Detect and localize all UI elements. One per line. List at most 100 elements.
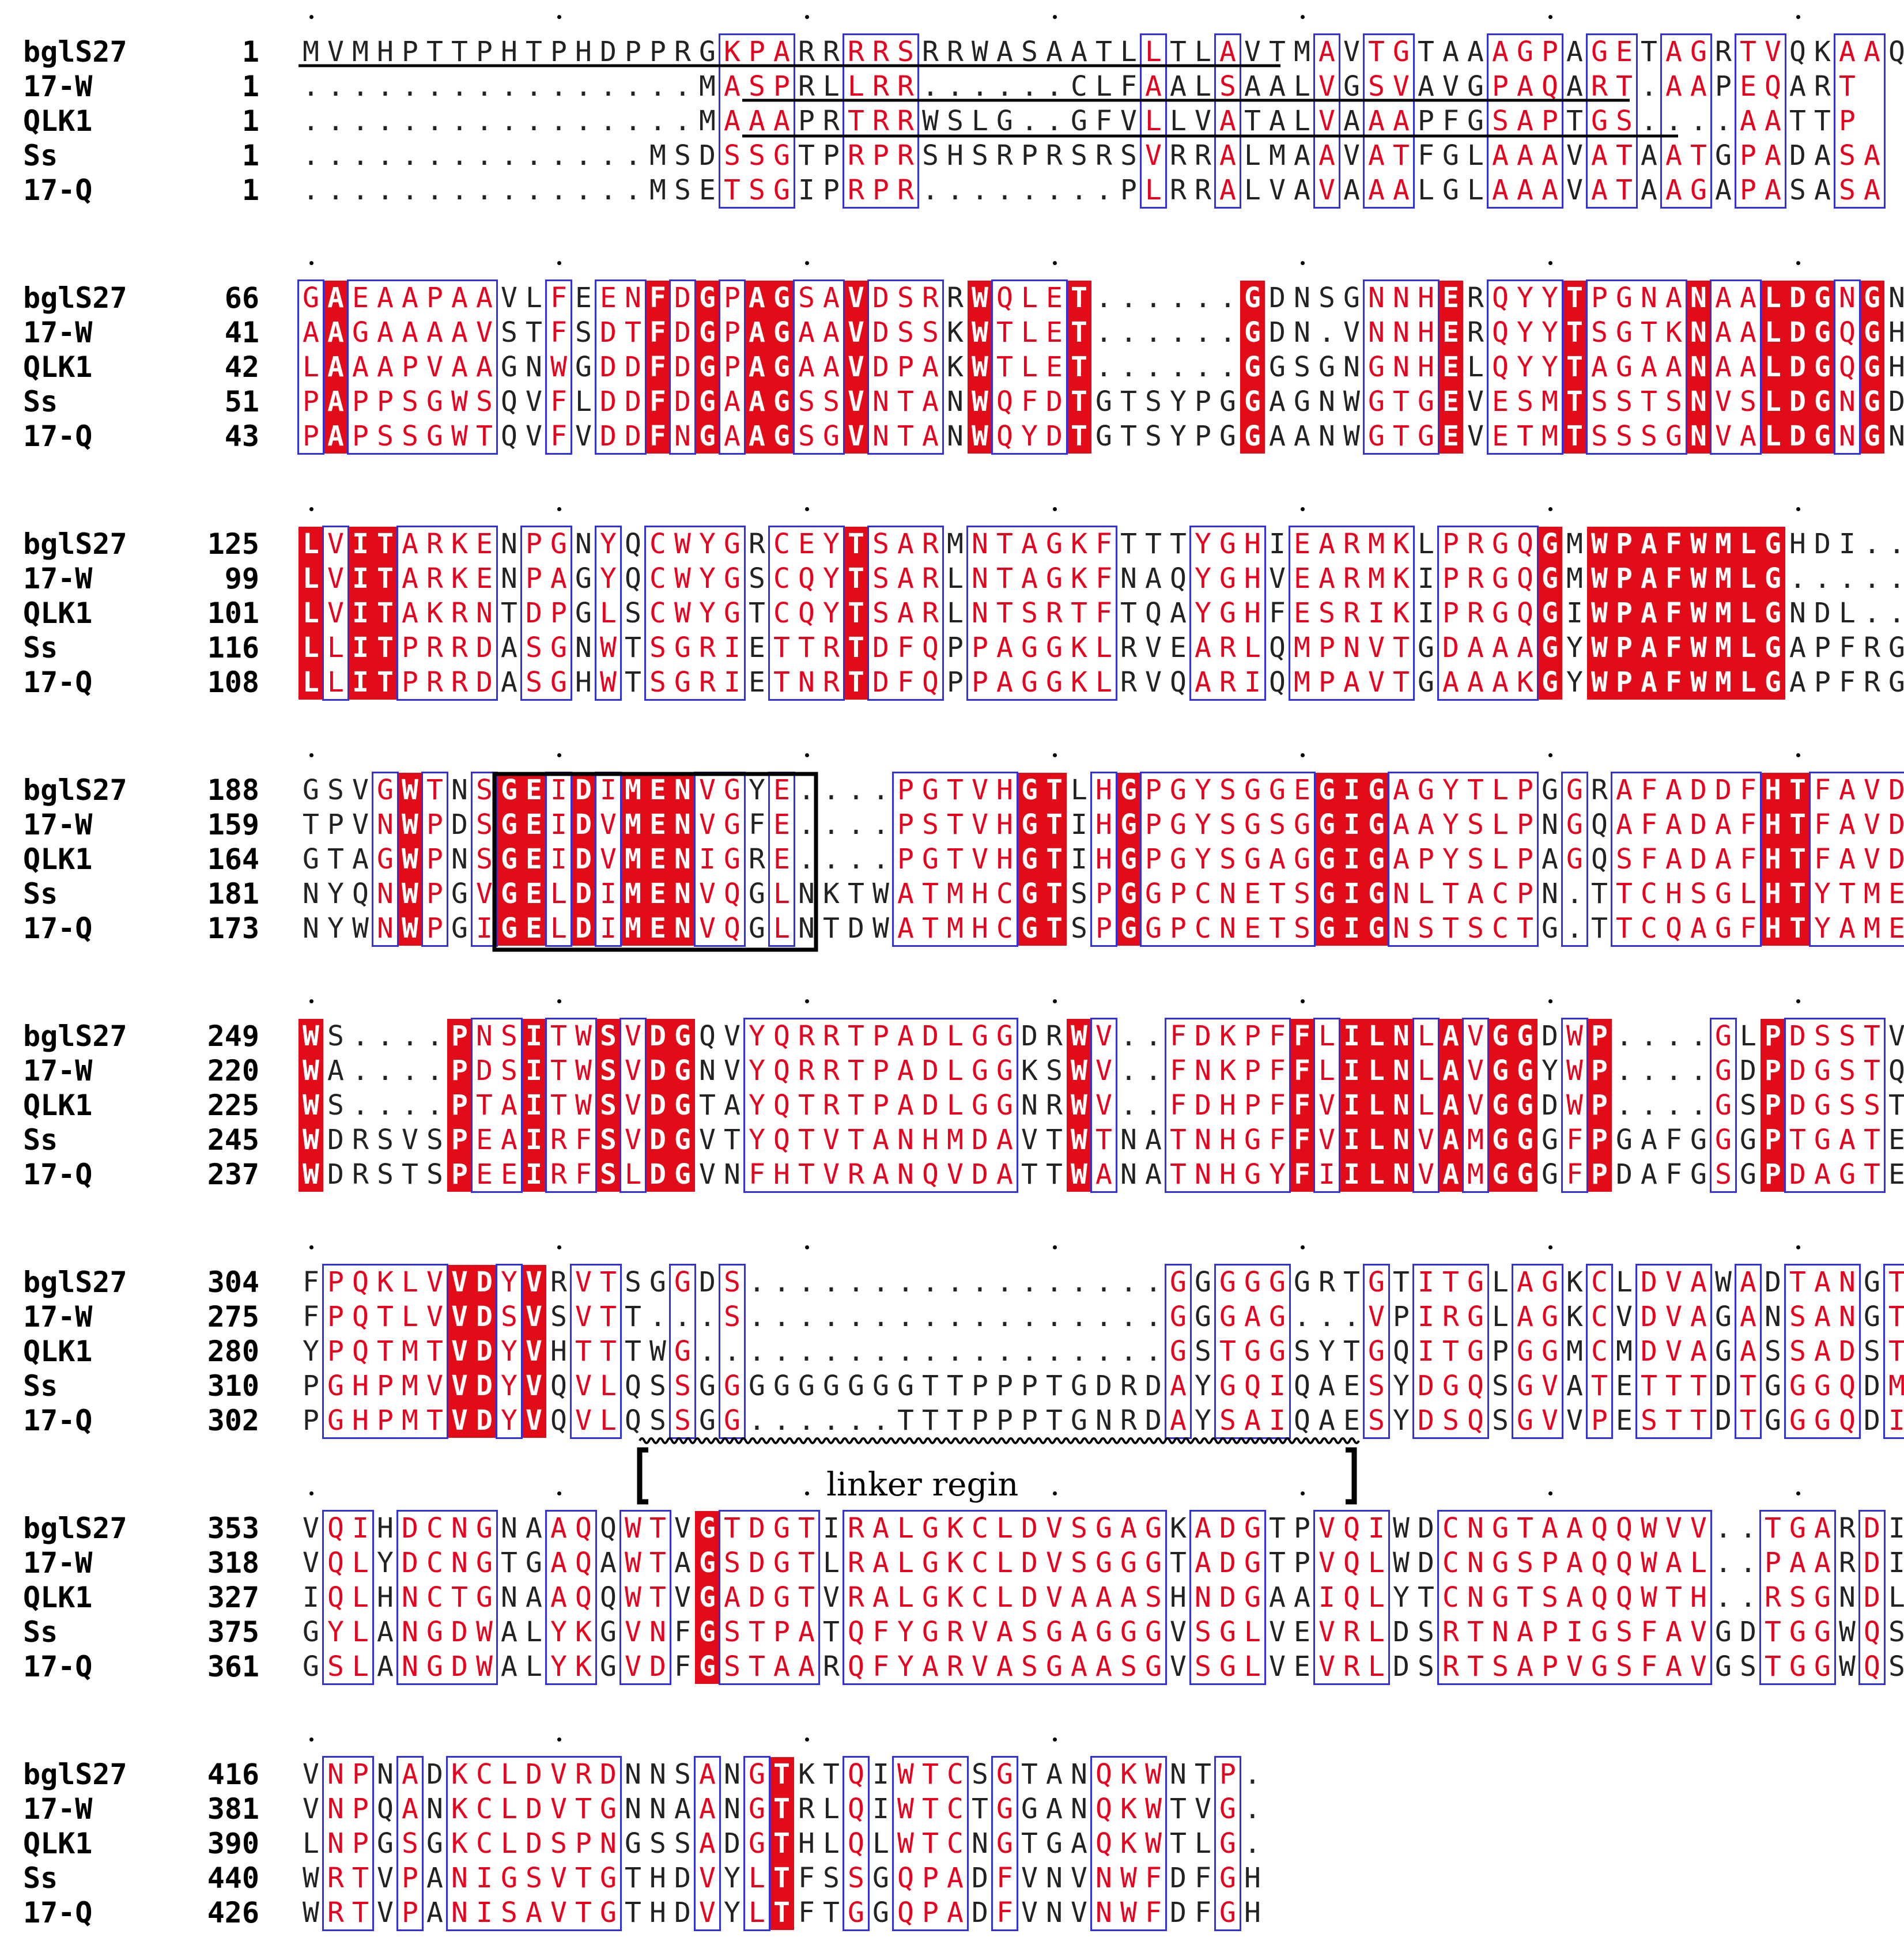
residue: A [996, 36, 1013, 68]
residue: R [947, 36, 964, 68]
residue: Q [1542, 70, 1558, 103]
residue: S [1839, 139, 1856, 172]
residue: C [1492, 878, 1509, 910]
residue: Q [848, 1827, 864, 1860]
residue: F [1641, 843, 1657, 875]
residue: A [550, 1547, 567, 1579]
residue: D [1195, 1020, 1211, 1052]
residue: P [798, 105, 815, 137]
residue: D [724, 1827, 741, 1860]
residue: T [575, 1335, 592, 1368]
residue: . [1046, 105, 1063, 137]
residue: R [823, 1089, 840, 1121]
residue: S [501, 1020, 517, 1052]
residue: G [996, 1827, 1013, 1860]
sequence-name: bglS27 [23, 527, 127, 561]
residue: V [625, 1616, 641, 1648]
residue: C [773, 562, 790, 595]
residue: S [1021, 1650, 1038, 1683]
residue: D [1740, 1055, 1756, 1087]
residue: D [645, 1019, 670, 1053]
residue: L [1418, 528, 1434, 560]
residue: L [575, 386, 592, 418]
residue: D [872, 666, 889, 698]
residue: E [476, 1158, 493, 1191]
residue: R [699, 632, 716, 664]
residue: G [1467, 105, 1484, 137]
residue: D [674, 1897, 691, 1929]
residue: T [1120, 386, 1137, 418]
residue: G [1488, 1019, 1513, 1053]
residue: G [1219, 386, 1236, 418]
residue: T [798, 139, 815, 172]
residue: V [1343, 316, 1360, 349]
residue: . [749, 1301, 765, 1333]
residue: I [1418, 1266, 1434, 1298]
residue: S [377, 1158, 394, 1191]
residue: Q [352, 1301, 369, 1333]
residue: G [1488, 1123, 1513, 1157]
residue: F [645, 315, 670, 350]
residue: R [1839, 1512, 1856, 1544]
residue: S [526, 666, 542, 698]
residue: P [872, 1089, 889, 1121]
residue: N [1686, 315, 1711, 350]
residue: L [600, 1370, 617, 1402]
residue: L [1095, 70, 1112, 103]
residue: M [947, 878, 964, 910]
residue: A [1021, 562, 1038, 595]
residue: E [1046, 316, 1063, 349]
residue: A [1244, 1404, 1261, 1437]
residue: R [848, 1547, 864, 1579]
residue: R [1864, 666, 1880, 698]
residue: D [1789, 1089, 1806, 1121]
residue: K [1170, 1512, 1187, 1544]
residue: H [1418, 282, 1434, 314]
residue: T [1393, 386, 1410, 418]
residue: P [402, 632, 418, 664]
residue: K [1021, 1055, 1038, 1087]
residue: A [1715, 282, 1732, 314]
residue: T [844, 630, 868, 665]
residue: P [1492, 1335, 1509, 1368]
residue: G [1017, 842, 1042, 877]
residue: T [1343, 1335, 1360, 1368]
residue: S [1616, 420, 1633, 452]
residue: G [426, 386, 443, 418]
residue: . [823, 1404, 840, 1437]
residue: M [1711, 665, 1736, 700]
residue: A [1616, 809, 1633, 841]
residue: G [823, 420, 840, 452]
residue: R [1442, 1650, 1459, 1683]
residue: D [476, 666, 493, 698]
residue: S [1616, 386, 1633, 418]
residue: I [522, 1088, 546, 1123]
sequence-start-position: 318 [207, 1546, 259, 1580]
residue: T [724, 174, 741, 206]
residue: G [1810, 384, 1835, 419]
residue: T [501, 1547, 517, 1579]
residue: Q [575, 1547, 592, 1579]
sequence-name: 17-W [23, 1054, 93, 1087]
residue: V [550, 1793, 567, 1825]
residue: . [798, 774, 815, 806]
residue: G [1314, 807, 1339, 842]
residue: L [299, 596, 323, 630]
residue: Y [1195, 1404, 1211, 1437]
residue: Q [600, 1512, 617, 1544]
residue: S [749, 139, 765, 172]
residue: I [1888, 1404, 1904, 1437]
residue: A [451, 282, 468, 314]
residue: G [1616, 316, 1633, 349]
residue: D [1219, 1547, 1236, 1579]
residue: G [1566, 774, 1583, 806]
residue: G [1418, 666, 1434, 698]
residue: A [897, 597, 914, 629]
residue: A [323, 315, 348, 350]
residue: Y [600, 528, 617, 560]
residue: L [1145, 105, 1162, 137]
residue: P [1761, 1053, 1785, 1088]
residue: F [1195, 1897, 1211, 1929]
residue: A [1170, 597, 1187, 629]
residue: S [897, 36, 914, 68]
